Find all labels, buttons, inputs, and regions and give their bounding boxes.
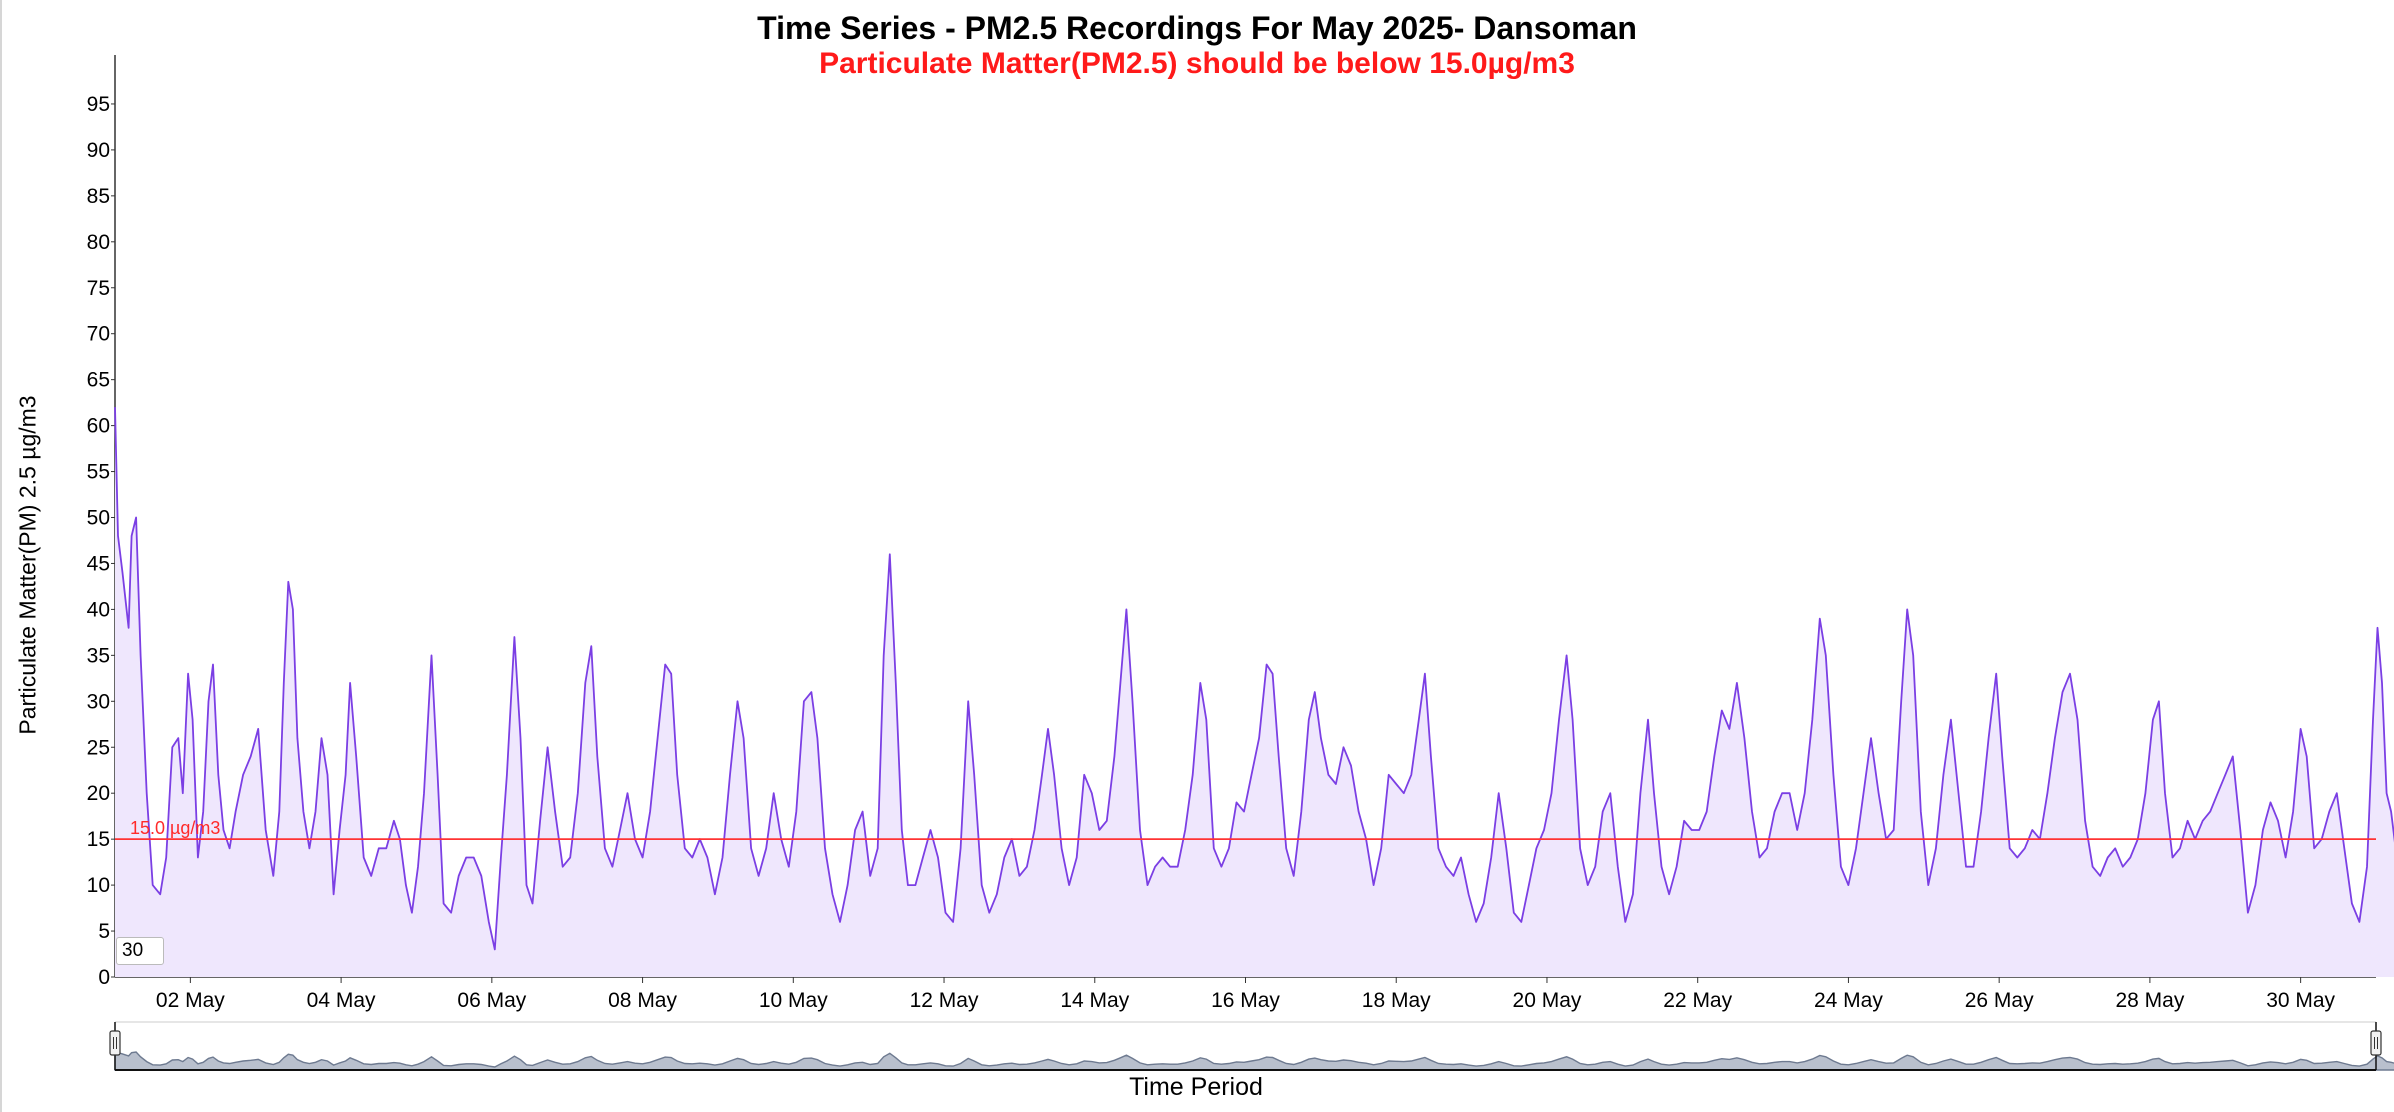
y-tick-label: 30 bbox=[87, 690, 110, 713]
y-tick-label: 85 bbox=[87, 185, 110, 208]
y-tick-label: 35 bbox=[87, 644, 110, 667]
series-area-fill bbox=[115, 407, 2394, 977]
x-tick-label: 08 May bbox=[608, 989, 677, 1012]
y-tick-label: 60 bbox=[87, 415, 110, 438]
navigator-right-handle[interactable] bbox=[2370, 1030, 2382, 1056]
x-tick-label: 10 May bbox=[759, 989, 828, 1012]
y-tick-label: 75 bbox=[87, 277, 110, 300]
y-tick-label: 45 bbox=[87, 552, 110, 575]
chart-title: Time Series - PM2.5 Recordings For May 2… bbox=[757, 10, 1637, 46]
navigator-series bbox=[114, 1045, 2394, 1071]
x-tick-label: 24 May bbox=[1814, 989, 1883, 1012]
x-tick-label: 26 May bbox=[1965, 989, 2034, 1012]
x-tick-label: 30 May bbox=[2266, 989, 2335, 1012]
y-tick-label: 70 bbox=[87, 323, 110, 346]
x-tick-label: 04 May bbox=[307, 989, 376, 1012]
x-tick-label: 22 May bbox=[1663, 989, 1732, 1012]
x-tick-label: 02 May bbox=[156, 989, 225, 1012]
x-axis-label: Time Period bbox=[1129, 1073, 1263, 1101]
y-tick-label: 40 bbox=[87, 598, 110, 621]
x-tick-label: 12 May bbox=[910, 989, 979, 1012]
threshold-label: 15.0 µg/m3 bbox=[130, 818, 220, 838]
y-tick-label: 15 bbox=[87, 828, 110, 851]
y-tick-label: 50 bbox=[87, 507, 110, 530]
page-left-border bbox=[0, 0, 2, 1112]
y-tick-label: 95 bbox=[87, 93, 110, 116]
y-tick-label: 20 bbox=[87, 782, 110, 805]
x-tick-label: 20 May bbox=[1513, 989, 1582, 1012]
navigator-window-input[interactable] bbox=[116, 937, 164, 965]
y-tick-label: 10 bbox=[87, 874, 110, 897]
y-tick-label: 90 bbox=[87, 139, 110, 162]
y-tick-label: 65 bbox=[87, 369, 110, 392]
x-tick-label: 28 May bbox=[2115, 989, 2184, 1012]
y-tick-label: 5 bbox=[98, 920, 110, 943]
x-tick-label: 14 May bbox=[1060, 989, 1129, 1012]
navigator-left-handle[interactable] bbox=[109, 1030, 121, 1056]
x-tick-label: 16 May bbox=[1211, 989, 1280, 1012]
y-tick-label: 25 bbox=[87, 736, 110, 759]
y-tick-label: 80 bbox=[87, 231, 110, 254]
y-tick-label: 55 bbox=[87, 461, 110, 484]
x-tick-label: 18 May bbox=[1362, 989, 1431, 1012]
x-tick-label: 06 May bbox=[457, 989, 526, 1012]
chart-subtitle: Particulate Matter(PM2.5) should be belo… bbox=[819, 47, 1575, 80]
y-tick-label: 0 bbox=[98, 966, 110, 989]
